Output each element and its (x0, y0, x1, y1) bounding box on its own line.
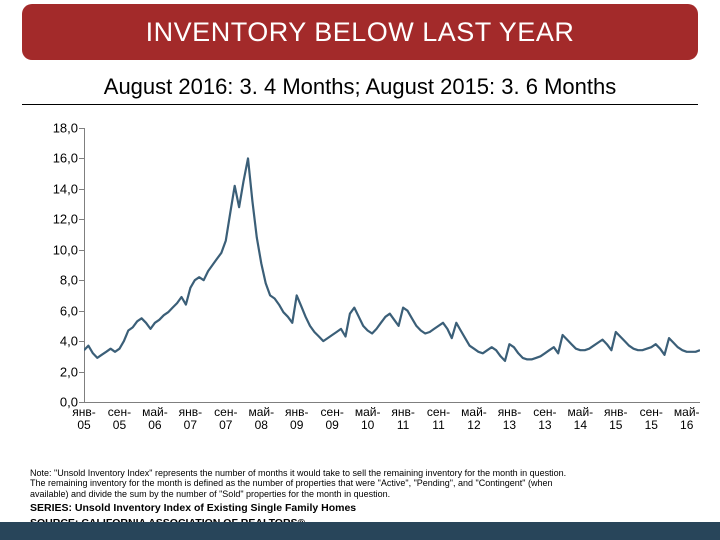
xtick-label: май-14 (563, 406, 597, 432)
ytick-mark (79, 158, 84, 159)
note-line: The remaining inventory for the month is… (30, 478, 696, 488)
xtick-label: янв-07 (173, 406, 207, 432)
xtick-label: янв-13 (492, 406, 526, 432)
ytick-label: 12,0 (40, 212, 78, 227)
xtick-label: май-12 (457, 406, 491, 432)
xtick-label: янв-09 (280, 406, 314, 432)
xtick-label: янв-11 (386, 406, 420, 432)
slide: INVENTORY BELOW LAST YEAR August 2016: 3… (0, 0, 720, 540)
xtick-label: янв-05 (67, 406, 101, 432)
note-line: available) and divide the sum by the num… (30, 489, 696, 499)
xtick-label: май-16 (670, 406, 704, 432)
subtitle-underline (22, 104, 698, 105)
page-title: INVENTORY BELOW LAST YEAR (146, 17, 575, 48)
ytick-label: 18,0 (40, 121, 78, 136)
xtick-label: сен-11 (422, 406, 456, 432)
title-band: INVENTORY BELOW LAST YEAR (22, 4, 698, 60)
xtick-label: май-06 (138, 406, 172, 432)
ytick-mark (79, 219, 84, 220)
series-line: SERIES: Unsold Inventory Index of Existi… (30, 502, 696, 514)
ytick-label: 16,0 (40, 151, 78, 166)
ytick-mark (79, 250, 84, 251)
xtick-label: май-10 (351, 406, 385, 432)
xtick-label: сен-05 (102, 406, 136, 432)
xtick-label: сен-07 (209, 406, 243, 432)
footer-band (0, 522, 720, 540)
notes-block: Note: "Unsold Inventory Index" represent… (30, 468, 696, 529)
ytick-mark (79, 372, 84, 373)
ytick-label: 10,0 (40, 242, 78, 257)
ytick-label: 14,0 (40, 181, 78, 196)
subtitle: August 2016: 3. 4 Months; August 2015: 3… (22, 74, 698, 100)
xtick-label: янв-15 (599, 406, 633, 432)
ytick-label: 4,0 (40, 334, 78, 349)
inventory-chart: 0,02,04,06,08,010,012,014,016,018,0янв-0… (40, 128, 700, 438)
ytick-mark (79, 311, 84, 312)
xtick-label: сен-13 (528, 406, 562, 432)
xtick-label: сен-09 (315, 406, 349, 432)
ytick-mark (79, 402, 84, 403)
line-series (84, 128, 700, 402)
ytick-mark (79, 280, 84, 281)
inventory-line (84, 158, 700, 361)
ytick-mark (79, 341, 84, 342)
note-line: Note: "Unsold Inventory Index" represent… (30, 468, 696, 478)
ytick-label: 6,0 (40, 303, 78, 318)
ytick-label: 8,0 (40, 273, 78, 288)
xtick-label: май-08 (244, 406, 278, 432)
plot-area (84, 128, 700, 402)
xtick-label: сен-15 (634, 406, 668, 432)
x-axis-line (84, 402, 700, 403)
ytick-mark (79, 128, 84, 129)
ytick-mark (79, 189, 84, 190)
ytick-label: 2,0 (40, 364, 78, 379)
